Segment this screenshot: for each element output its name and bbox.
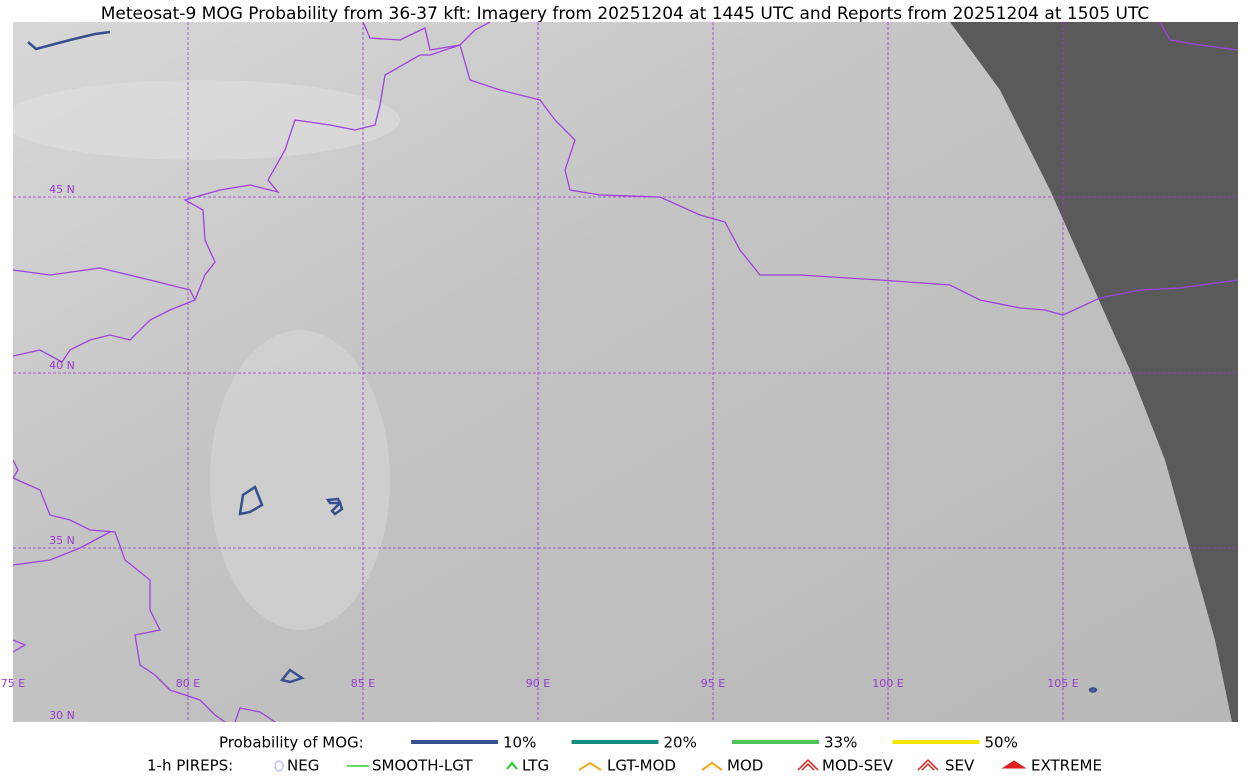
legend-label: EXTREME xyxy=(1031,757,1102,775)
cloud xyxy=(13,80,400,160)
longitude-label: 90 E xyxy=(526,677,550,690)
legend-label: MOD-SEV xyxy=(822,757,894,775)
legend-label: 10% xyxy=(503,734,536,752)
pirep-symbol xyxy=(274,760,284,772)
latitude-label: 35 N xyxy=(49,534,75,547)
legend-label: LGT-MOD xyxy=(607,757,676,775)
legend-label: 33% xyxy=(824,734,857,752)
legend-label: SEV xyxy=(945,757,975,775)
pirep-symbol xyxy=(578,761,602,771)
latitude-labels: 45 N 40 N 35 N 30 N xyxy=(49,183,75,722)
title: Meteosat-9 MOG Probability from 36-37 kf… xyxy=(101,4,1150,24)
legend-label: NEG xyxy=(287,757,319,775)
pirep-symbol xyxy=(506,761,518,770)
legend: Probability of MOG: 10% 20% 33% 50% 1-h PIREP… xyxy=(147,734,1102,775)
legend-title: Probability of MOG: xyxy=(219,734,364,752)
legend-label: SMOOTH-LGT xyxy=(372,757,473,775)
longitude-label: 85 E xyxy=(351,677,375,690)
graticule xyxy=(13,22,1238,722)
longitude-label: 100 E xyxy=(872,677,903,690)
longitude-label: 105 E xyxy=(1047,677,1078,690)
legend-label: MOD xyxy=(727,757,763,775)
pirep-symbol xyxy=(701,761,723,771)
legend-label: 50% xyxy=(985,734,1018,752)
latitude-label: 30 N xyxy=(49,709,75,722)
pirep-symbol xyxy=(797,758,819,771)
longitude-labels: 75 E 80 E 85 E 90 E 95 E 100 E 105 E xyxy=(1,677,1079,690)
map xyxy=(13,22,1238,722)
borders xyxy=(13,22,1238,722)
cloud xyxy=(210,330,390,630)
legend-label: 20% xyxy=(664,734,697,752)
longitude-label: 95 E xyxy=(701,677,725,690)
legend-title: 1-h PIREPS: xyxy=(147,757,233,775)
pirep-symbol xyxy=(917,758,939,771)
longitude-label: 80 E xyxy=(176,677,200,690)
latitude-label: 45 N xyxy=(49,183,75,196)
longitude-label: 75 E xyxy=(1,677,25,690)
legend-label: LTG xyxy=(522,757,549,775)
latitude-label: 40 N xyxy=(49,359,75,372)
mog-contours xyxy=(27,30,1098,693)
pirep-symbol xyxy=(1001,760,1027,769)
